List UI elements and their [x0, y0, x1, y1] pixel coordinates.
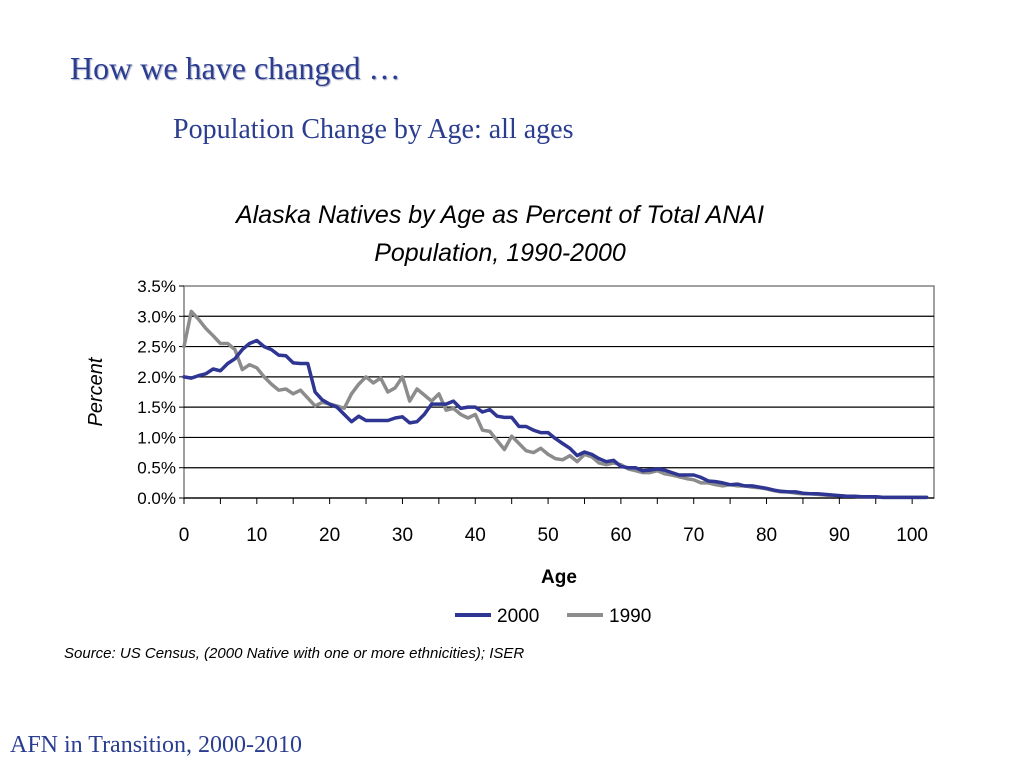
legend-label-1990: 1990 [609, 606, 651, 627]
y-tick-label: 3.0% [137, 307, 176, 326]
x-tick-label: 80 [756, 525, 777, 546]
x-tick-label: 60 [610, 525, 631, 546]
y-tick-label: 3.5% [137, 277, 176, 296]
series-line-2000 [182, 338, 929, 500]
x-tick-label: 50 [538, 525, 559, 546]
y-tick-label: 2.0% [137, 368, 176, 387]
x-tick-label: 0 [179, 525, 190, 546]
chart-title: Alaska Natives by Age as Percent of Tota… [150, 196, 850, 272]
y-tick-label: 0.0% [137, 489, 176, 508]
slide-subtitle: Population Change by Age: all ages [173, 114, 574, 145]
chart-title-line-1: Alaska Natives by Age as Percent of Tota… [235, 201, 765, 229]
slide-title: How we have changed … [70, 50, 401, 86]
y-tick-label: 1.0% [137, 428, 176, 447]
x-tick-label: 10 [246, 525, 267, 546]
y-tick-label: 0.5% [137, 459, 176, 478]
y-axis-title: Percent [85, 356, 107, 426]
y-tick-label: 1.5% [137, 398, 176, 417]
source-note: Source: US Census, (2000 Native with one… [64, 645, 525, 662]
x-tick-label: 30 [392, 525, 413, 546]
x-tick-label: 20 [319, 525, 340, 546]
y-tick-label: 2.5% [137, 338, 176, 357]
footer-text: AFN in Transition, 2000-2010 [10, 732, 303, 758]
chart-title-line-2: Population, 1990-2000 [374, 239, 626, 267]
legend-label-2000: 2000 [497, 606, 539, 627]
x-tick-label: 100 [896, 525, 928, 546]
x-tick-label: 40 [465, 525, 486, 546]
x-tick-label: 90 [829, 525, 850, 546]
x-tick-label: 70 [683, 525, 704, 546]
series-line-1990 [182, 309, 929, 500]
x-axis-title: Age [541, 567, 577, 588]
